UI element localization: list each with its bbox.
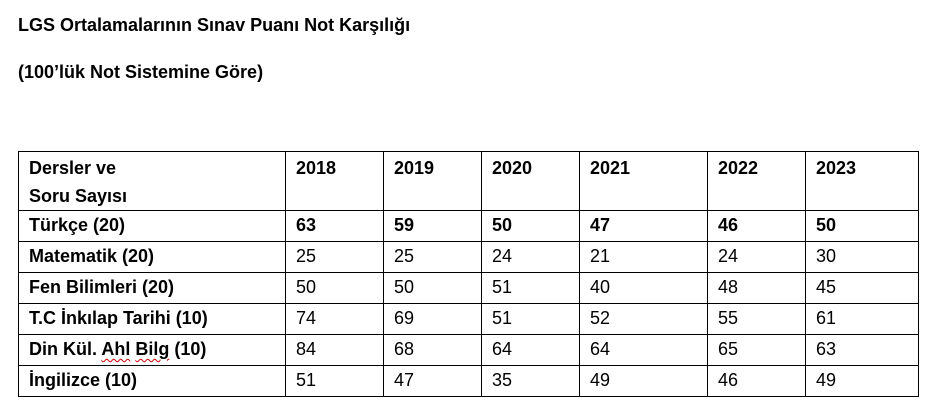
score-cell: 63: [805, 334, 919, 366]
year-column-header: 2019: [383, 151, 482, 211]
subject-cell: T.C İnkılap Tarihi (10): [18, 303, 286, 335]
score-cell: 68: [383, 334, 482, 366]
score-cell: 65: [707, 334, 806, 366]
subject-cell: Din Kül. Ahl Bilg (10): [18, 334, 286, 366]
score-cell: 49: [805, 365, 919, 397]
table-header-row: Dersler ve Soru Sayısı 2018 2019 2020 20…: [18, 151, 919, 211]
score-cell: 25: [383, 241, 482, 273]
document-subtitle: (100’lük Not Sistemine Göre): [18, 62, 264, 82]
subject-cell: Türkçe (20): [18, 210, 286, 242]
score-cell: 74: [285, 303, 384, 335]
score-cell: 50: [285, 272, 384, 304]
year-column-header: 2020: [481, 151, 580, 211]
score-cell: 21: [579, 241, 708, 273]
score-cell: 50: [383, 272, 482, 304]
table-row: T.C İnkılap Tarihi (10) 74 69 51 52 55 6…: [18, 303, 919, 335]
score-cell: 55: [707, 303, 806, 335]
score-cell: 49: [579, 365, 708, 397]
score-cell: 35: [481, 365, 580, 397]
subject-cell: Matematik (20): [18, 241, 286, 273]
score-cell: 50: [481, 210, 580, 242]
grades-table: Dersler ve Soru Sayısı 2018 2019 2020 20…: [18, 151, 919, 397]
spellcheck-word: Bilg: [135, 339, 170, 359]
score-cell: 40: [579, 272, 708, 304]
spellcheck-word: Ahl: [101, 339, 131, 359]
subject-header-line2: Soru Sayısı: [29, 186, 128, 206]
score-cell: 64: [481, 334, 580, 366]
score-cell: 51: [481, 303, 580, 335]
score-cell: 24: [481, 241, 580, 273]
year-column-header: 2018: [285, 151, 384, 211]
score-cell: 46: [707, 365, 806, 397]
score-cell: 61: [805, 303, 919, 335]
table-row: Türkçe (20) 63 59 50 47 46 50: [18, 210, 919, 242]
subject-text: Din Kül.: [29, 339, 102, 359]
score-cell: 30: [805, 241, 919, 273]
year-column-header: 2022: [707, 151, 806, 211]
score-cell: 84: [285, 334, 384, 366]
score-cell: 48: [707, 272, 806, 304]
score-cell: 51: [285, 365, 384, 397]
table-row: İngilizce (10) 51 47 35 49 46 49: [18, 365, 919, 397]
score-cell: 47: [383, 365, 482, 397]
score-cell: 51: [481, 272, 580, 304]
subject-column-header: Dersler ve Soru Sayısı: [18, 151, 286, 211]
subject-cell: İngilizce (10): [18, 365, 286, 397]
score-cell: 69: [383, 303, 482, 335]
score-cell: 64: [579, 334, 708, 366]
table-row: Matematik (20) 25 25 24 21 24 30: [18, 241, 919, 273]
score-cell: 24: [707, 241, 806, 273]
score-cell: 63: [285, 210, 384, 242]
table-row: Din Kül. Ahl Bilg (10) 84 68 64 64 65 63: [18, 334, 919, 366]
subject-text: (10): [169, 339, 207, 359]
year-column-header: 2021: [579, 151, 708, 211]
score-cell: 25: [285, 241, 384, 273]
subject-cell: Fen Bilimleri (20): [18, 272, 286, 304]
year-column-header: 2023: [805, 151, 919, 211]
subject-header-line1: Dersler ve: [29, 158, 117, 178]
score-cell: 52: [579, 303, 708, 335]
score-cell: 50: [805, 210, 919, 242]
document-title: LGS Ortalamalarının Sınav Puanı Not Karş…: [18, 15, 411, 35]
score-cell: 46: [707, 210, 806, 242]
score-cell: 45: [805, 272, 919, 304]
score-cell: 47: [579, 210, 708, 242]
table-row: Fen Bilimleri (20) 50 50 51 40 48 45: [18, 272, 919, 304]
score-cell: 59: [383, 210, 482, 242]
